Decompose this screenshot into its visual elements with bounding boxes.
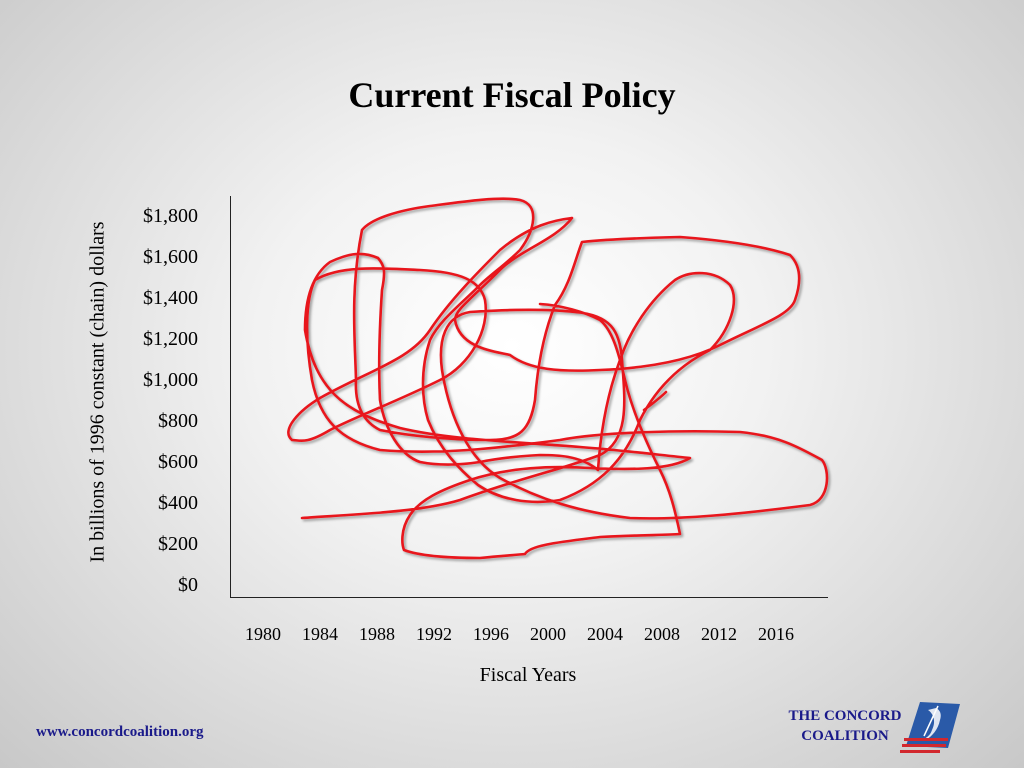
x-tick-label: 1992 [416,624,452,644]
y-tick-label: $800 [158,410,198,432]
x-tick-label: 1984 [302,624,338,644]
logo-line-1: THE CONCORD [788,708,902,724]
y-tick-label: $1,800 [143,205,198,227]
y-tick-label: $1,400 [143,287,198,309]
x-tick-label: 2004 [587,624,623,644]
y-tick-label: $1,600 [143,246,198,268]
website-link[interactable]: www.concordcoalition.org [36,724,204,740]
x-tick-label: 2000 [530,624,566,644]
chart-title: Current Fiscal Policy [348,75,676,115]
organization-logo-text: THE CONCORD COALITION [770,706,920,746]
x-tick-label: 1996 [473,624,509,644]
y-axis-line [230,196,231,598]
x-axis-label: Fiscal Years [479,664,577,686]
x-tick-label: 2012 [701,624,737,644]
x-axis-line [230,597,828,598]
x-tick-label: 1980 [245,624,281,644]
y-tick-label: $1,200 [143,328,198,350]
x-tick-label: 2016 [758,624,794,644]
x-tick-label: 1988 [359,624,395,644]
minuteman-logo-icon [900,702,960,753]
y-tick-label: $200 [158,533,198,555]
y-tick-label: $600 [158,451,198,473]
y-tick-label: $400 [158,492,198,514]
logo-line-2: COALITION [801,728,889,744]
y-tick-label: $0 [178,574,198,596]
y-tick-label: $1,000 [143,369,198,391]
x-tick-label: 2008 [644,624,680,644]
